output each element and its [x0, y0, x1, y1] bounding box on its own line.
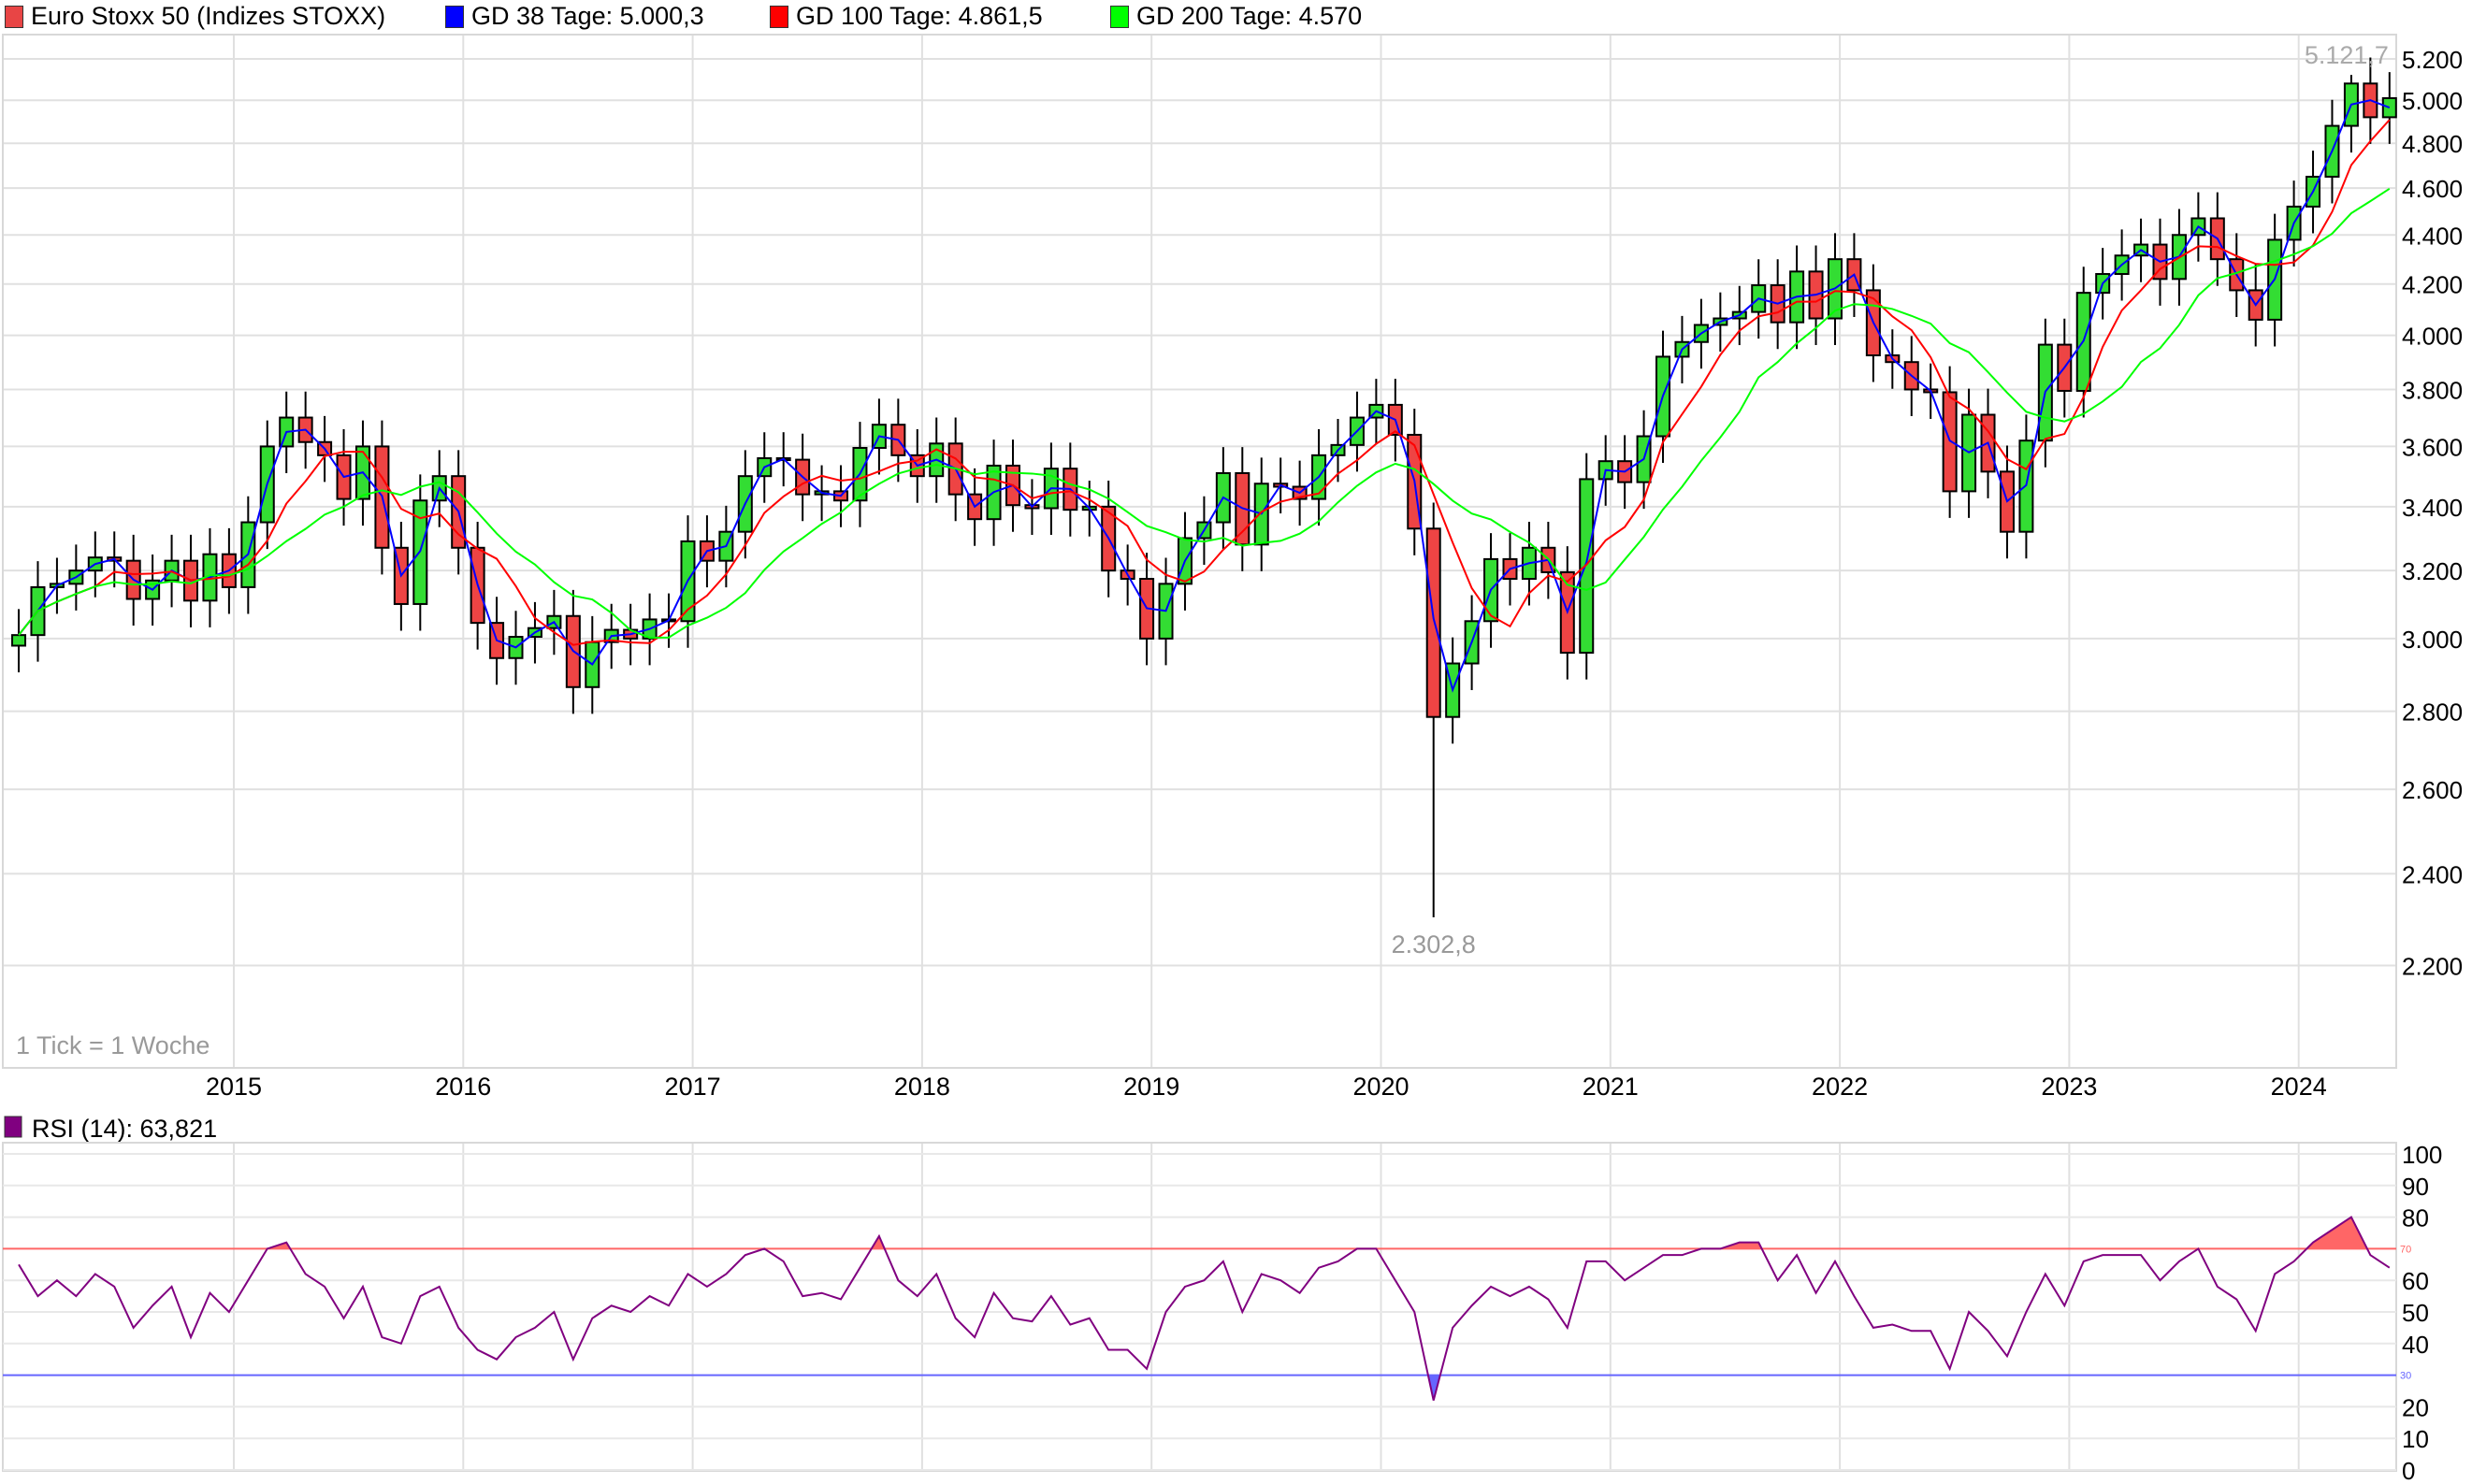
annotations: 5.121,7 2.302,8 [1392, 41, 2389, 958]
candle [2018, 414, 2034, 559]
price-tick-label: 2.800 [2402, 699, 2463, 727]
candle [2381, 72, 2397, 144]
legend-item-main: Euro Stoxx 50 (Indizes STOXX) [5, 2, 385, 31]
price-tick-label: 3.800 [2402, 376, 2463, 404]
year-tick-label: 2024 [2271, 1073, 2327, 1101]
year-tick-label: 2015 [206, 1073, 262, 1101]
price-tick-label: 2.400 [2402, 860, 2463, 888]
legend-item-ma200: GD 200 Tage: 4.570 [1110, 2, 1362, 31]
candles [11, 57, 2397, 917]
candle [11, 609, 27, 673]
candle [1425, 502, 1441, 917]
legend-label-ma200: GD 200 Tage: 4.570 [1136, 2, 1363, 30]
low-annotation: 2.302,8 [1392, 930, 1476, 958]
candle [412, 474, 428, 631]
price-tick-label: 3.400 [2402, 494, 2463, 522]
rsi-tick-label: 100 [2402, 1141, 2442, 1169]
rsi-line [18, 1216, 2391, 1401]
year-tick-label: 2019 [1123, 1073, 1179, 1101]
rsi-overbought-fill [19, 1217, 2390, 1249]
legend-swatch-main [5, 5, 23, 28]
price-tick-label: 3.000 [2402, 626, 2463, 654]
rsi-oversold-fill [19, 1375, 2390, 1401]
candle [1579, 453, 1595, 680]
rsi-tick-label: 10 [2402, 1425, 2429, 1453]
price-tick-label: 3.200 [2402, 557, 2463, 585]
candle-body [1425, 527, 1441, 718]
rsi-level-label-70: 70 [2400, 1244, 2411, 1255]
rsi-legend-swatch [4, 1116, 22, 1138]
rsi-legend-label: RSI (14): 63,821 [32, 1115, 217, 1143]
moving-averages [18, 99, 2391, 693]
price-tick-label: 4.600 [2402, 175, 2463, 203]
grid [3, 35, 2396, 1471]
year-tick-label: 2023 [2041, 1073, 2097, 1101]
high-annotation: 5.121,7 [2305, 41, 2389, 69]
rsi-tick-label: 0 [2402, 1457, 2415, 1484]
ma-line-200 [18, 187, 2391, 639]
legend-item-ma100: GD 100 Tage: 4.861,5 [770, 2, 1043, 31]
year-tick-label: 2018 [894, 1073, 950, 1101]
candle-body [1942, 391, 1958, 493]
ma-line-100 [18, 119, 2391, 646]
legend-swatch-ma38 [445, 5, 464, 28]
rsi-tick-label: 50 [2402, 1299, 2429, 1327]
year-tick-label: 2016 [435, 1073, 491, 1101]
price-tick-label: 5.000 [2402, 87, 2463, 115]
rsi-tick-label: 20 [2402, 1393, 2429, 1421]
price-tick-label: 3.600 [2402, 433, 2463, 461]
year-tick-label: 2017 [665, 1073, 721, 1101]
candle [1942, 366, 1958, 518]
year-tick-label: 2021 [1583, 1073, 1639, 1101]
rsi-plot-frame [2, 1142, 2397, 1472]
candle [30, 561, 46, 662]
rsi-tick-label: 60 [2402, 1267, 2429, 1295]
rsi-tick-label: 90 [2402, 1173, 2429, 1201]
price-tick-label: 2.200 [2402, 952, 2463, 980]
candle-body [2381, 96, 2397, 119]
legend-label-main: Euro Stoxx 50 (Indizes STOXX) [31, 2, 386, 30]
ma-line-38 [18, 99, 2391, 693]
candle-body [1579, 478, 1595, 655]
price-tick-label: 5.200 [2402, 46, 2463, 74]
legend-label-ma38: GD 38 Tage: 5.000,3 [471, 2, 704, 30]
year-tick-label: 2020 [1352, 1073, 1409, 1101]
legend-item-ma38: GD 38 Tage: 5.000,3 [445, 2, 704, 31]
price-tick-label: 4.200 [2402, 271, 2463, 299]
tick-note: 1 Tick = 1 Woche [16, 1031, 210, 1059]
price-tick-label: 2.600 [2402, 776, 2463, 804]
year-tick-label: 2022 [1812, 1073, 1868, 1101]
time-axis: 2015 2016 2017 2018 2019 2020 2021 2022 2023 2024 [206, 1073, 2327, 1101]
price-tick-label: 4.400 [2402, 222, 2463, 250]
price-tick-label: 4.000 [2402, 323, 2463, 351]
legend-swatch-ma200 [1110, 5, 1129, 28]
rsi-level-label-30: 30 [2400, 1371, 2411, 1382]
candle-body [11, 634, 27, 647]
legend-swatch-ma100 [770, 5, 788, 28]
price-axis: 5.200 5.000 4.800 4.600 4.400 4.200 4.000 3.800… [2402, 46, 2463, 980]
price-tick-label: 4.800 [2402, 130, 2463, 158]
price-plot-frame [2, 34, 2397, 1069]
rsi-tick-label: 80 [2402, 1204, 2429, 1232]
legend-label-ma100: GD 100 Tage: 4.861,5 [796, 2, 1043, 30]
rsi-tick-label: 40 [2402, 1331, 2429, 1359]
